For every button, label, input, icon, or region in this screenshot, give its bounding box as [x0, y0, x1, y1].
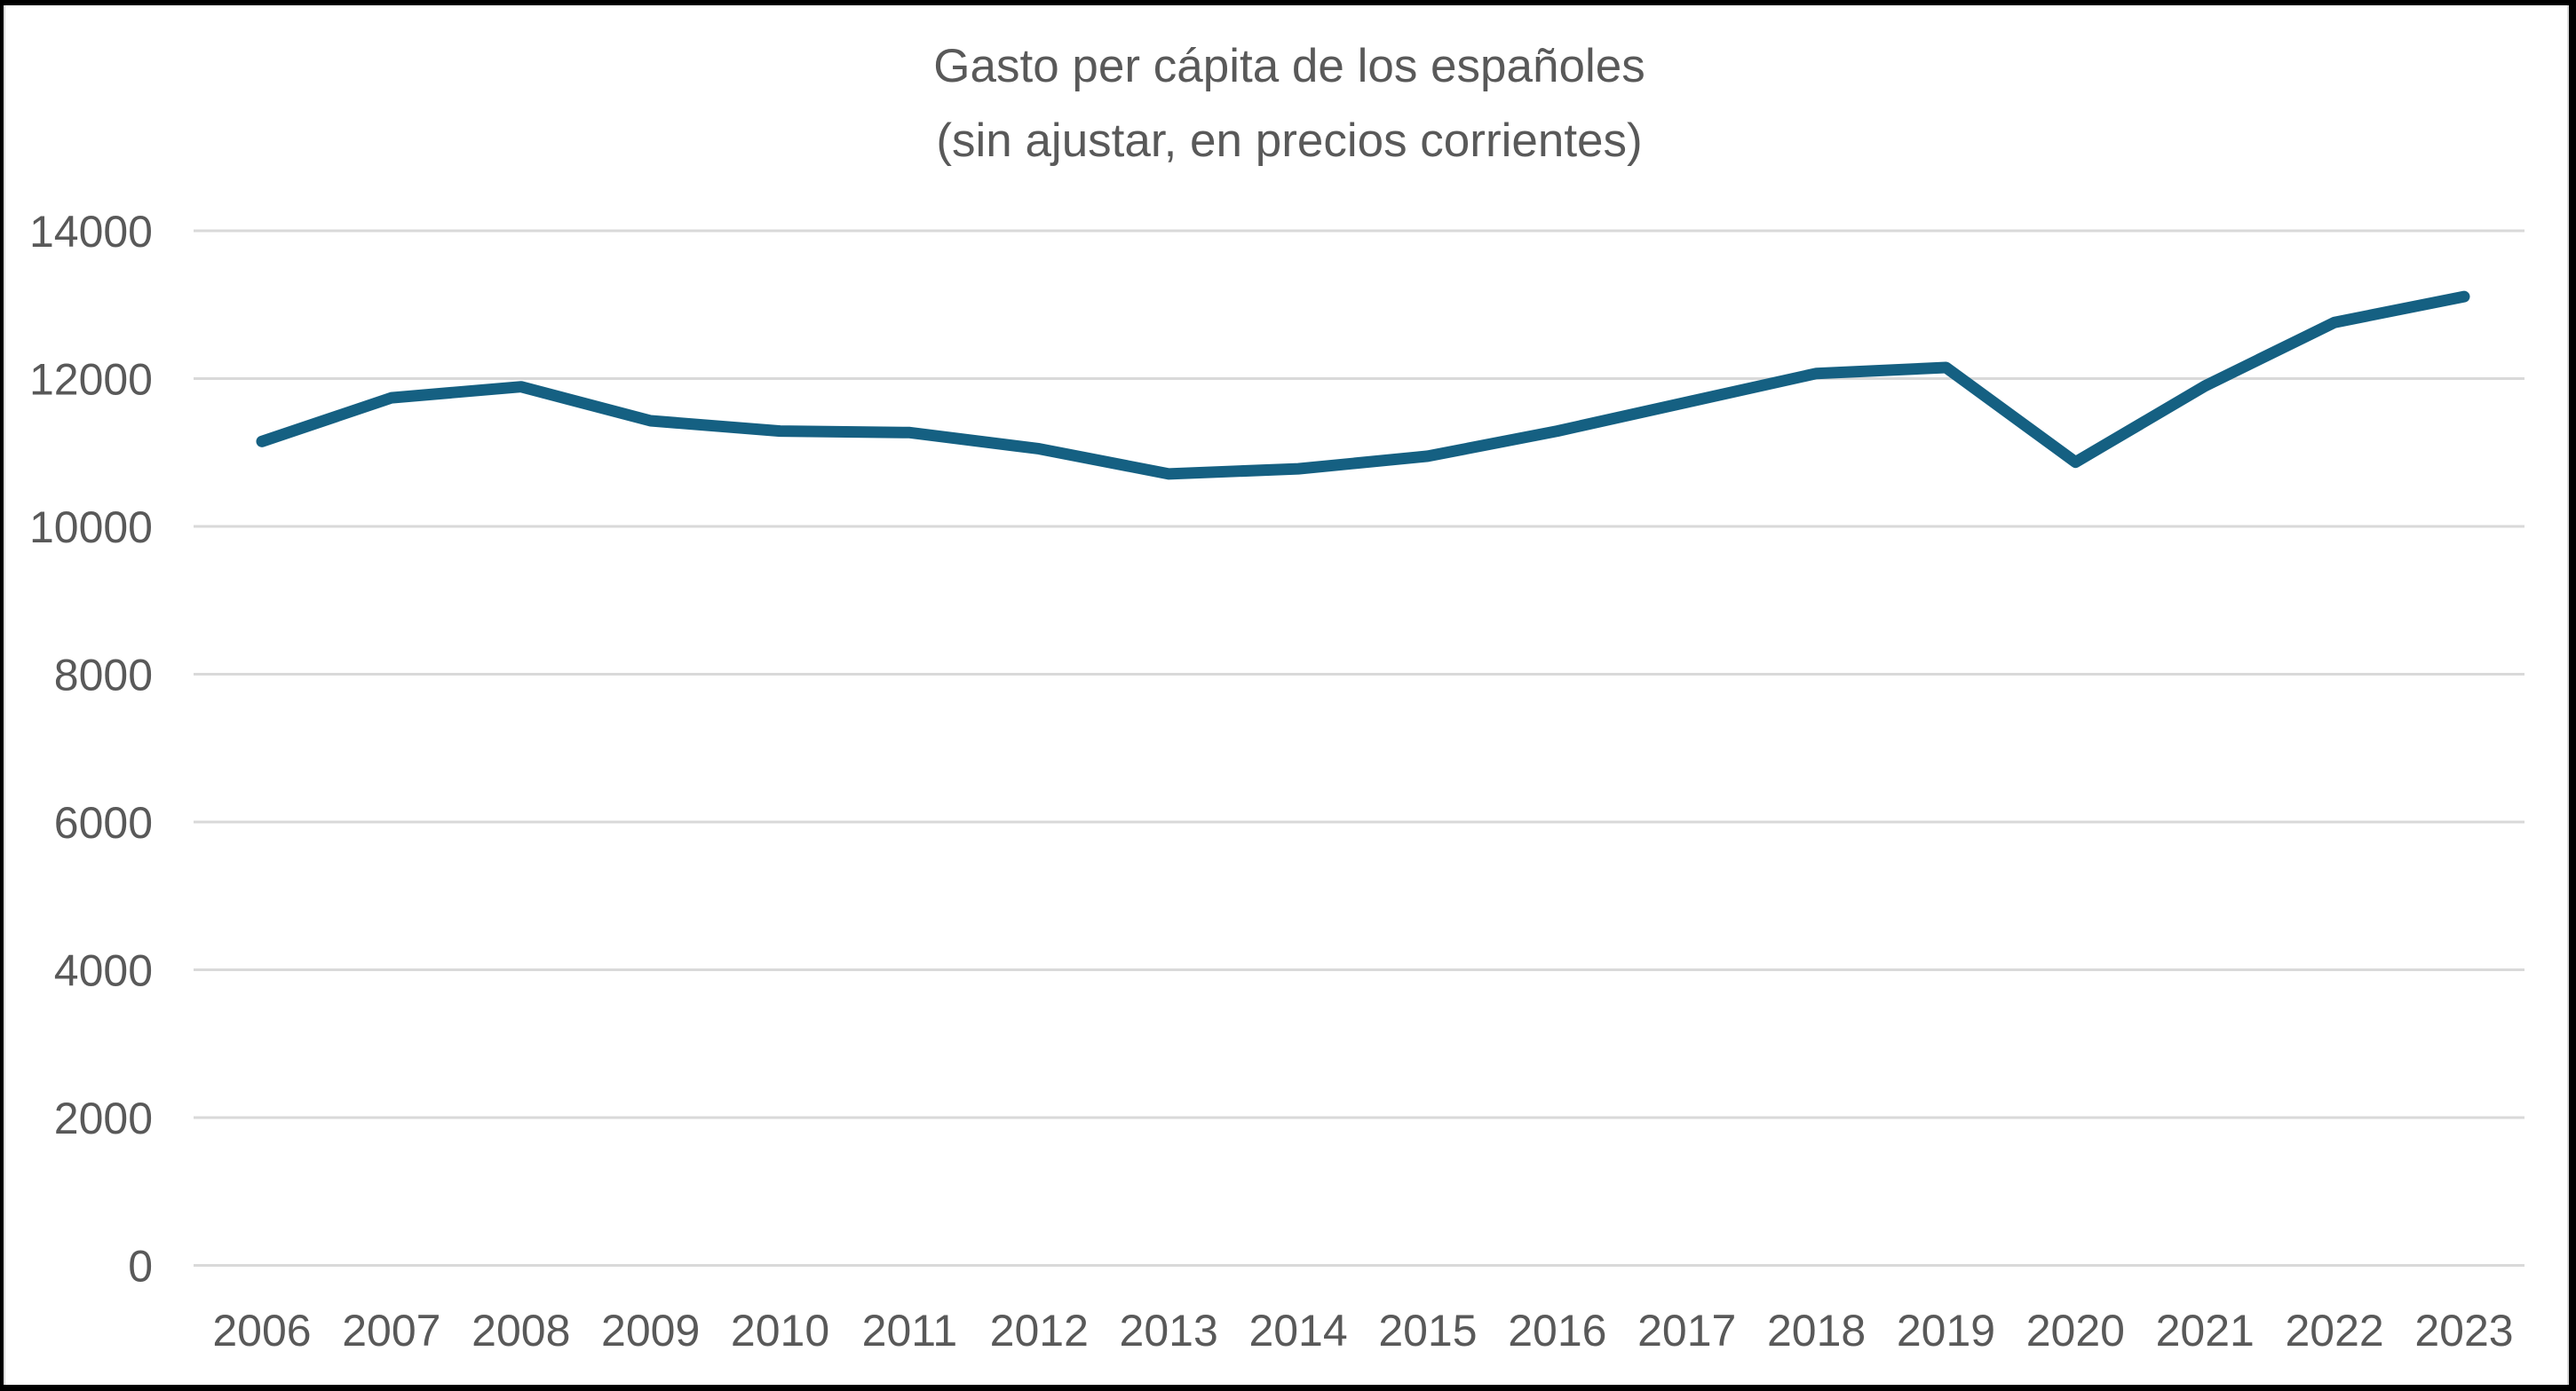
- x-axis-labels: 2006 2007 2008 2009 2010 2011 2012 2013 2014 2015…: [212, 1306, 2513, 1355]
- x-tick-label: 2020: [2026, 1306, 2125, 1355]
- y-axis-labels: 0 2000 4000 6000 8000 10000 12000 14000: [29, 207, 153, 1292]
- x-tick-label: 2006: [212, 1306, 311, 1355]
- x-tick-label: 2013: [1120, 1306, 1218, 1355]
- series-line: [256, 290, 2470, 480]
- y-tick-label: 8000: [54, 651, 153, 700]
- y-tick-label: 14000: [29, 207, 153, 257]
- x-tick-label: 2012: [990, 1306, 1089, 1355]
- y-tick-label: 10000: [29, 502, 153, 552]
- y-tick-label: 6000: [54, 798, 153, 848]
- y-tick-label: 4000: [54, 946, 153, 996]
- x-tick-label: 2023: [2414, 1306, 2513, 1355]
- x-tick-label: 2010: [731, 1306, 829, 1355]
- x-tick-label: 2016: [1508, 1306, 1606, 1355]
- y-tick-label: 2000: [54, 1094, 153, 1143]
- x-tick-label: 2014: [1248, 1306, 1347, 1355]
- x-tick-label: 2011: [862, 1306, 958, 1355]
- x-tick-label: 2007: [342, 1306, 440, 1355]
- series-group: [256, 290, 2470, 480]
- x-tick-label: 2019: [1897, 1306, 1995, 1355]
- x-tick-label: 2009: [601, 1306, 700, 1355]
- y-tick-label: 12000: [29, 355, 153, 405]
- chart-title-line-1: Gasto per cápita de los españoles: [933, 40, 1645, 92]
- x-tick-label: 2022: [2286, 1306, 2384, 1355]
- x-tick-label: 2015: [1378, 1306, 1477, 1355]
- gridlines: [194, 229, 2524, 1267]
- x-tick-label: 2021: [2156, 1306, 2255, 1355]
- x-tick-label: 2018: [1767, 1306, 1866, 1355]
- x-tick-label: 2017: [1637, 1306, 1736, 1355]
- x-tick-label: 2008: [472, 1306, 570, 1355]
- chart-title-line-2: (sin ajustar, en precios corrientes): [936, 115, 1642, 167]
- y-tick-label: 0: [128, 1242, 153, 1292]
